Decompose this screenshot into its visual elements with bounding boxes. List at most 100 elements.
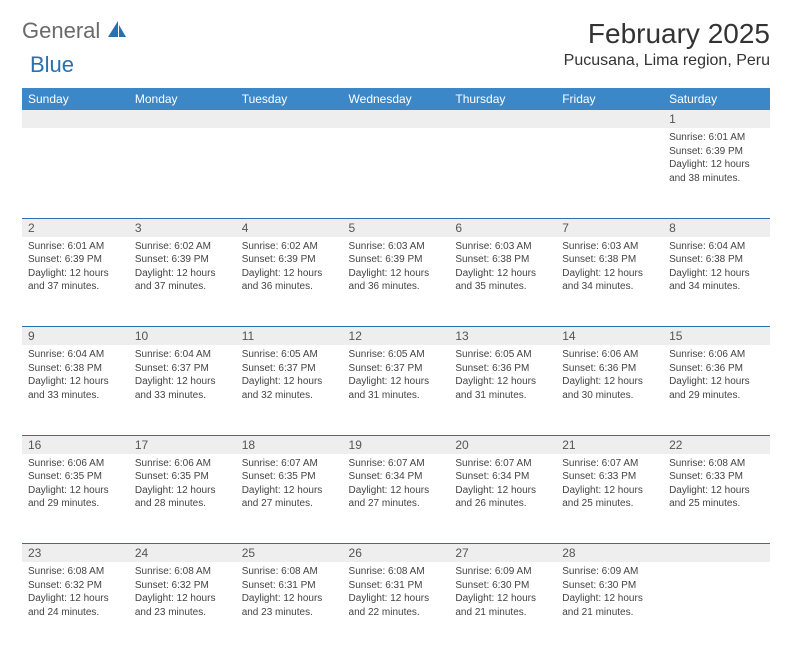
day-info-line: and 29 minutes. (669, 389, 764, 403)
day-info-line: Daylight: 12 hours (242, 267, 337, 281)
day-info-line: Daylight: 12 hours (562, 484, 657, 498)
day-info-line: Sunset: 6:39 PM (135, 253, 230, 267)
day-info-line: Sunset: 6:31 PM (349, 579, 444, 593)
day-info-line: Sunset: 6:33 PM (669, 470, 764, 484)
day-info-line: Sunrise: 6:02 AM (242, 240, 337, 254)
day-info-line: Daylight: 12 hours (135, 484, 230, 498)
day-number-row: 9101112131415 (22, 327, 770, 346)
day-info-line: Sunrise: 6:08 AM (669, 457, 764, 471)
day-info-line: Sunset: 6:30 PM (455, 579, 550, 593)
day-info-line: Sunrise: 6:06 AM (28, 457, 123, 471)
day-info-line: Sunrise: 6:03 AM (562, 240, 657, 254)
day-cell: Sunrise: 6:07 AMSunset: 6:33 PMDaylight:… (556, 454, 663, 544)
day-cell: Sunrise: 6:06 AMSunset: 6:35 PMDaylight:… (22, 454, 129, 544)
day-info-line: Daylight: 12 hours (455, 484, 550, 498)
day-number: 14 (556, 327, 663, 346)
day-cell: Sunrise: 6:03 AMSunset: 6:38 PMDaylight:… (449, 237, 556, 327)
day-info-line: Daylight: 12 hours (349, 375, 444, 389)
day-number: 1 (663, 110, 770, 128)
day-cell (556, 128, 663, 218)
day-info-line: and 21 minutes. (562, 606, 657, 620)
day-header: Tuesday (236, 88, 343, 110)
day-cell: Sunrise: 6:03 AMSunset: 6:38 PMDaylight:… (556, 237, 663, 327)
day-info-line: Sunset: 6:38 PM (562, 253, 657, 267)
day-info-line: and 31 minutes. (455, 389, 550, 403)
day-info-line: and 37 minutes. (28, 280, 123, 294)
day-info-line: and 28 minutes. (135, 497, 230, 511)
day-info-line: and 37 minutes. (135, 280, 230, 294)
day-info-line: Sunset: 6:36 PM (455, 362, 550, 376)
day-number: 28 (556, 544, 663, 563)
day-info-line: Daylight: 12 hours (669, 158, 764, 172)
day-number-row: 1 (22, 110, 770, 128)
day-info-line: Sunrise: 6:03 AM (455, 240, 550, 254)
day-cell: Sunrise: 6:02 AMSunset: 6:39 PMDaylight:… (236, 237, 343, 327)
day-number: 12 (343, 327, 450, 346)
day-cell (22, 128, 129, 218)
day-cell (663, 562, 770, 652)
day-info-line: and 31 minutes. (349, 389, 444, 403)
day-info-line: Daylight: 12 hours (669, 484, 764, 498)
day-cell: Sunrise: 6:09 AMSunset: 6:30 PMDaylight:… (449, 562, 556, 652)
day-info-line: Daylight: 12 hours (242, 592, 337, 606)
day-cell: Sunrise: 6:01 AMSunset: 6:39 PMDaylight:… (663, 128, 770, 218)
day-header: Wednesday (343, 88, 450, 110)
day-cell: Sunrise: 6:07 AMSunset: 6:35 PMDaylight:… (236, 454, 343, 544)
day-info-line: and 21 minutes. (455, 606, 550, 620)
day-number: 4 (236, 218, 343, 237)
day-cell (129, 128, 236, 218)
day-number: 9 (22, 327, 129, 346)
day-info-line: Sunset: 6:34 PM (349, 470, 444, 484)
day-cell (449, 128, 556, 218)
day-info-line: Sunrise: 6:08 AM (242, 565, 337, 579)
day-info-line: Sunset: 6:35 PM (28, 470, 123, 484)
week-row: Sunrise: 6:08 AMSunset: 6:32 PMDaylight:… (22, 562, 770, 652)
day-info-line: Daylight: 12 hours (455, 592, 550, 606)
day-info-line: Sunset: 6:37 PM (135, 362, 230, 376)
day-number: 18 (236, 435, 343, 454)
day-cell: Sunrise: 6:01 AMSunset: 6:39 PMDaylight:… (22, 237, 129, 327)
day-cell: Sunrise: 6:08 AMSunset: 6:32 PMDaylight:… (22, 562, 129, 652)
day-info-line: and 26 minutes. (455, 497, 550, 511)
day-info-line: Sunrise: 6:02 AM (135, 240, 230, 254)
day-info-line: Daylight: 12 hours (455, 267, 550, 281)
day-info-line: Sunset: 6:37 PM (242, 362, 337, 376)
day-info-line: Sunrise: 6:08 AM (28, 565, 123, 579)
month-title: February 2025 (564, 18, 770, 50)
day-header: Friday (556, 88, 663, 110)
day-info-line: Sunrise: 6:07 AM (455, 457, 550, 471)
day-info-line: Sunset: 6:32 PM (28, 579, 123, 593)
day-info-line: Daylight: 12 hours (242, 375, 337, 389)
day-cell: Sunrise: 6:06 AMSunset: 6:35 PMDaylight:… (129, 454, 236, 544)
day-info-line: Daylight: 12 hours (562, 375, 657, 389)
day-number: 26 (343, 544, 450, 563)
location-label: Pucusana, Lima region, Peru (564, 52, 770, 70)
day-info-line: Sunset: 6:36 PM (669, 362, 764, 376)
day-info-line: Sunset: 6:35 PM (135, 470, 230, 484)
day-info-line: Sunset: 6:37 PM (349, 362, 444, 376)
day-info-line: Sunrise: 6:08 AM (349, 565, 444, 579)
day-info-line: Sunset: 6:38 PM (669, 253, 764, 267)
day-info-line: and 32 minutes. (242, 389, 337, 403)
day-info-line: Sunset: 6:30 PM (562, 579, 657, 593)
day-info-line: Sunrise: 6:04 AM (28, 348, 123, 362)
day-number: 10 (129, 327, 236, 346)
day-cell: Sunrise: 6:07 AMSunset: 6:34 PMDaylight:… (449, 454, 556, 544)
day-info-line: Sunset: 6:33 PM (562, 470, 657, 484)
day-info-line: and 23 minutes. (242, 606, 337, 620)
day-cell: Sunrise: 6:03 AMSunset: 6:39 PMDaylight:… (343, 237, 450, 327)
day-info-line: Sunset: 6:38 PM (28, 362, 123, 376)
logo: General (22, 18, 130, 44)
day-cell: Sunrise: 6:08 AMSunset: 6:31 PMDaylight:… (343, 562, 450, 652)
day-number: 6 (449, 218, 556, 237)
day-info-line: Sunrise: 6:07 AM (349, 457, 444, 471)
day-number (129, 110, 236, 128)
day-number: 21 (556, 435, 663, 454)
day-info-line: Sunrise: 6:07 AM (562, 457, 657, 471)
day-info-line: and 36 minutes. (349, 280, 444, 294)
day-info-line: Daylight: 12 hours (242, 484, 337, 498)
day-number-row: 232425262728 (22, 544, 770, 563)
day-info-line: Sunset: 6:34 PM (455, 470, 550, 484)
day-number (663, 544, 770, 563)
day-info-line: Daylight: 12 hours (135, 592, 230, 606)
